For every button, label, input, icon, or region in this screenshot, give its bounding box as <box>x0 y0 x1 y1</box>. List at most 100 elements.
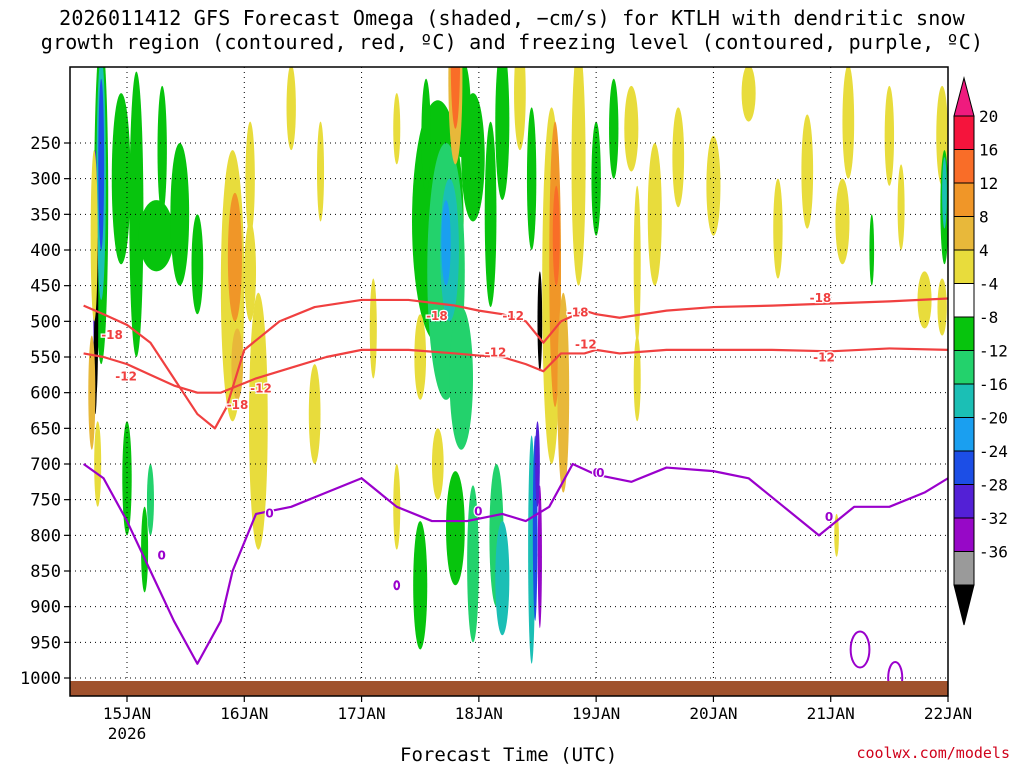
y-tick-label: 800 <box>30 526 61 546</box>
x-tick-label: 17JAN <box>337 704 385 723</box>
colorbar-label: -16 <box>979 375 1008 394</box>
omega-shade-cell <box>647 143 662 286</box>
omega-shade-cell <box>773 178 783 279</box>
colorbar-segment <box>953 450 975 485</box>
contour-line <box>83 297 948 430</box>
omega-shade-cell <box>308 364 321 465</box>
gridlines <box>70 67 949 696</box>
y-tick-label: 350 <box>30 205 61 225</box>
y-tick-label: 450 <box>30 277 61 297</box>
omega-shade-cell <box>741 67 756 122</box>
omega-shade-cell <box>537 485 542 629</box>
omega-shade-cell <box>227 192 242 322</box>
contour-label-red: -12 <box>250 382 272 396</box>
omega-shade-cell <box>835 178 850 265</box>
colorbar-label: -36 <box>979 543 1008 562</box>
x-tick-label: 18JAN <box>455 704 503 723</box>
omega-shade-cell <box>897 164 905 250</box>
colorbar-segment <box>953 115 975 150</box>
colorbar-label: -20 <box>979 409 1008 428</box>
plot-border <box>69 66 949 697</box>
x-tick-label: 21JAN <box>807 704 855 723</box>
omega-shade-cell <box>449 307 473 450</box>
x-axis-title: Forecast Time (UTC) <box>400 744 618 766</box>
omega-shade-cell <box>248 292 268 550</box>
omega-shade-cell <box>94 421 102 507</box>
colorbar-segment <box>953 316 975 351</box>
omega-shade-cell <box>157 85 167 215</box>
colorbar-label: -28 <box>979 476 1008 495</box>
omega-shade-cell <box>413 521 428 650</box>
x-tick-label: 19JAN <box>572 704 620 723</box>
plot-frame <box>69 66 949 697</box>
contour-label-red: -18 <box>101 328 123 342</box>
omega-shade-cell <box>317 121 325 222</box>
omega-shade-cell <box>869 214 875 286</box>
colorbar-label: 12 <box>979 174 998 193</box>
y-tick-label: 400 <box>30 241 61 261</box>
omega-shade-cell <box>421 78 431 193</box>
x-year-label: 2026 <box>108 724 147 743</box>
colorbar-segment <box>953 484 975 519</box>
colorbar: 20 16 12 8 4 -4 -8 -12 -16 -20 -24 -28 -32 -36 <box>953 76 1008 626</box>
omega-shade-cell <box>111 93 131 265</box>
contour-line <box>849 630 871 669</box>
terrain-layer <box>70 681 948 696</box>
contour-label-red: -12 <box>575 337 597 351</box>
omega-shade-cell <box>170 143 190 286</box>
credit-link[interactable]: coolwx.com/models <box>856 744 1010 762</box>
colorbar-label: -8 <box>979 308 998 327</box>
omega-shade-cell <box>98 78 105 251</box>
omega-shade-cell <box>88 335 96 450</box>
y-tick-label: 500 <box>30 312 61 332</box>
contour-label-red: -12 <box>813 350 835 364</box>
y-axis: 250 300 350 400 450 500 550 600 650 700 750 800 850 9… <box>20 134 70 689</box>
y-tick-label: 250 <box>30 134 61 154</box>
omega-shade-cell <box>949 118 953 147</box>
omega-shade-cell <box>706 135 721 236</box>
contour-label-purple: 0 <box>157 549 165 563</box>
colorbar-label: 16 <box>979 141 998 160</box>
omega-shade-cell <box>526 107 537 250</box>
chart-title-line1: 2026011412 GFS Forecast Omega (shaded, −… <box>59 6 965 30</box>
contour-label-red: -12 <box>502 309 524 323</box>
omega-shade-cell <box>286 67 296 151</box>
contour-line <box>83 347 948 394</box>
colorbar-segment <box>953 249 975 284</box>
omega-shade-cell <box>535 421 540 507</box>
omega-shading-layer <box>88 67 953 664</box>
omega-shade-cell <box>141 506 149 593</box>
omega-shade-cell <box>441 200 451 286</box>
contour-label-red: -12 <box>485 345 507 359</box>
colorbar-segment <box>953 383 975 418</box>
contour-label-purple: 0 <box>825 510 833 524</box>
omega-shade-cell <box>672 107 685 208</box>
colorbar-label: -32 <box>979 509 1008 528</box>
omega-shade-cell <box>591 121 601 236</box>
y-tick-label: 950 <box>30 633 61 653</box>
x-tick-label: 15JAN <box>103 704 151 723</box>
y-tick-label: 600 <box>30 384 61 404</box>
y-tick-label: 850 <box>30 562 61 582</box>
omega-shade-cell <box>552 185 560 286</box>
y-tick-label: 750 <box>30 491 61 511</box>
contour-label-red: -18 <box>227 398 249 412</box>
colorbar-segment <box>953 216 975 251</box>
omega-shade-cell <box>834 513 839 557</box>
omega-shade-cell <box>609 78 619 179</box>
colorbar-segment <box>953 517 975 552</box>
omega-shade-cell <box>495 67 510 201</box>
omega-shade-cell <box>369 278 377 379</box>
omega-shade-cell <box>431 428 444 500</box>
omega-shade-cell <box>557 292 570 493</box>
colorbar-segment <box>953 417 975 452</box>
omega-shade-cell <box>393 93 401 165</box>
colorbar-label: 4 <box>979 241 989 260</box>
colorbar-segment <box>953 551 975 586</box>
x-tick-label: 16JAN <box>220 704 268 723</box>
contour-label-red: -18 <box>426 309 448 323</box>
colorbar-label: -24 <box>979 442 1008 461</box>
x-tick-label: 22JAN <box>924 704 972 723</box>
contour-line <box>82 462 948 665</box>
